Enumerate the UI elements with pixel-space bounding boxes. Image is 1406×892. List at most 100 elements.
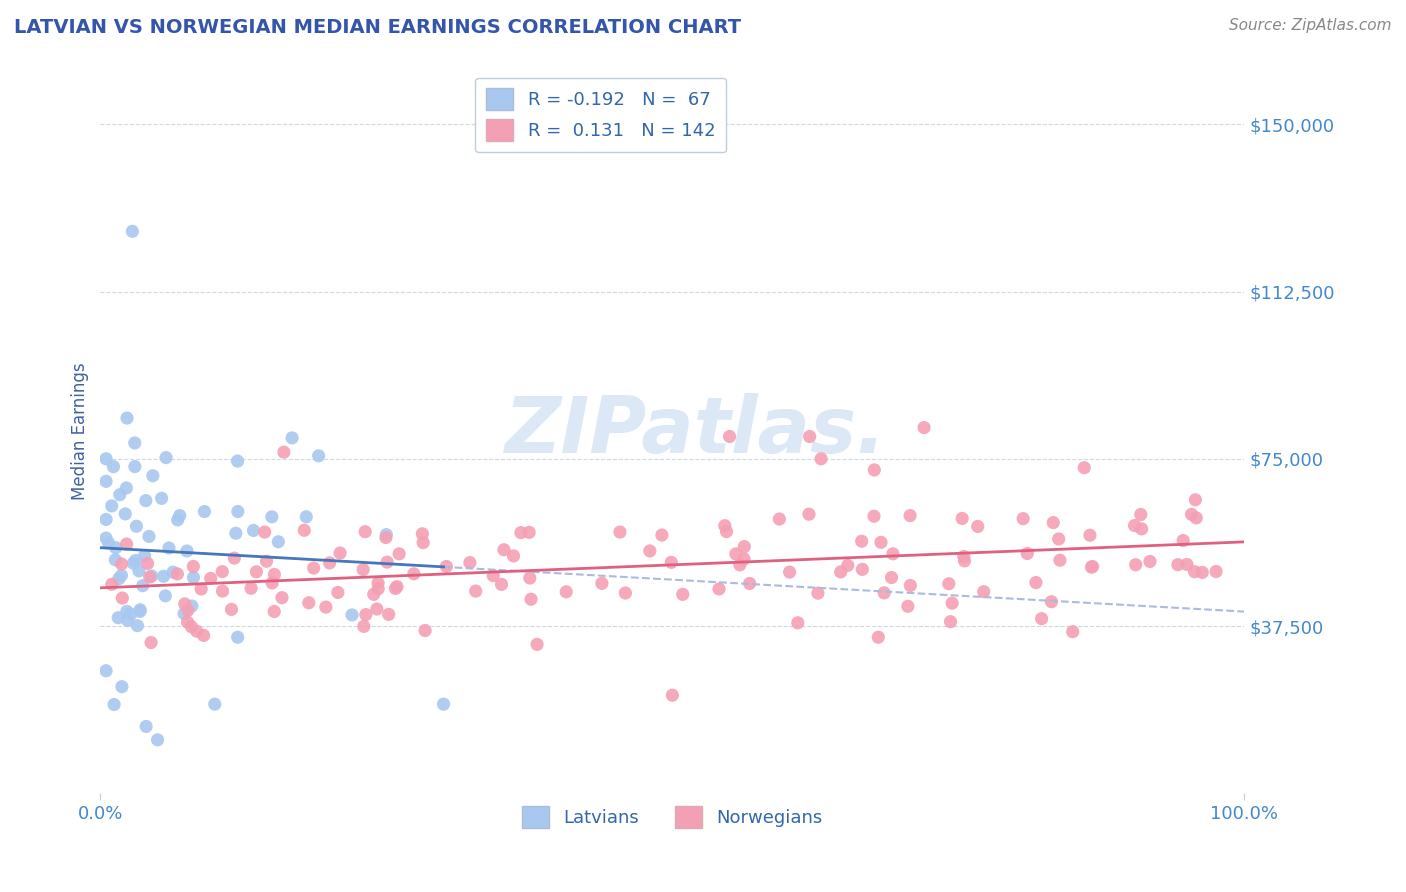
Point bbox=[768, 512, 790, 526]
Point bbox=[510, 525, 533, 540]
Point bbox=[177, 603, 200, 617]
Point bbox=[262, 575, 284, 590]
Point bbox=[326, 585, 349, 599]
Point bbox=[738, 576, 761, 591]
Point bbox=[242, 524, 264, 538]
Point bbox=[263, 567, 285, 582]
Point bbox=[1175, 558, 1198, 572]
Point bbox=[111, 591, 134, 605]
Point bbox=[609, 524, 631, 539]
Point bbox=[659, 555, 682, 569]
Point bbox=[134, 549, 156, 563]
Point bbox=[329, 546, 352, 560]
Point bbox=[152, 569, 174, 583]
Point bbox=[298, 596, 321, 610]
Point bbox=[941, 596, 963, 610]
Point bbox=[127, 618, 149, 632]
Point bbox=[863, 509, 886, 524]
Point bbox=[950, 511, 973, 525]
Point bbox=[1017, 546, 1039, 560]
Point bbox=[180, 599, 202, 613]
Point bbox=[614, 586, 637, 600]
Point bbox=[388, 547, 411, 561]
Point bbox=[94, 475, 117, 489]
Point bbox=[837, 558, 859, 573]
Point bbox=[1123, 518, 1146, 533]
Point bbox=[939, 615, 962, 629]
Point bbox=[1049, 553, 1071, 567]
Point bbox=[138, 529, 160, 543]
Point bbox=[115, 411, 138, 425]
Text: LATVIAN VS NORWEGIAN MEDIAN EARNINGS CORRELATION CHART: LATVIAN VS NORWEGIAN MEDIAN EARNINGS COR… bbox=[14, 18, 741, 37]
Point bbox=[256, 554, 278, 568]
Point bbox=[97, 536, 120, 550]
Point bbox=[555, 584, 578, 599]
Point bbox=[432, 697, 454, 711]
Point bbox=[366, 602, 388, 616]
Point bbox=[115, 481, 138, 495]
Point bbox=[124, 436, 146, 450]
Point bbox=[1081, 559, 1104, 574]
Point bbox=[340, 607, 363, 622]
Point bbox=[413, 624, 436, 638]
Y-axis label: Median Earnings: Median Earnings bbox=[72, 362, 89, 500]
Point bbox=[1129, 508, 1152, 522]
Point bbox=[898, 508, 921, 523]
Point bbox=[374, 531, 396, 545]
Point bbox=[120, 607, 142, 622]
Point bbox=[157, 541, 180, 555]
Point bbox=[292, 523, 315, 537]
Point bbox=[308, 449, 330, 463]
Point bbox=[912, 420, 935, 434]
Point bbox=[115, 537, 138, 551]
Point bbox=[1191, 566, 1213, 580]
Point bbox=[973, 584, 995, 599]
Point bbox=[132, 579, 155, 593]
Point bbox=[315, 600, 337, 615]
Point bbox=[870, 535, 893, 549]
Point bbox=[464, 584, 486, 599]
Point bbox=[94, 664, 117, 678]
Point bbox=[1073, 460, 1095, 475]
Point bbox=[952, 549, 974, 564]
Point bbox=[226, 630, 249, 644]
Point bbox=[186, 624, 208, 639]
Point bbox=[638, 544, 661, 558]
Point bbox=[124, 553, 146, 567]
Point bbox=[714, 518, 737, 533]
Legend: Latvians, Norwegians: Latvians, Norwegians bbox=[515, 798, 830, 835]
Point bbox=[135, 493, 157, 508]
Point bbox=[1042, 516, 1064, 530]
Point bbox=[135, 719, 157, 733]
Point bbox=[273, 445, 295, 459]
Point bbox=[797, 507, 820, 521]
Point bbox=[281, 431, 304, 445]
Point bbox=[103, 459, 125, 474]
Point bbox=[807, 586, 830, 600]
Point bbox=[169, 508, 191, 523]
Point bbox=[295, 509, 318, 524]
Point bbox=[1080, 560, 1102, 574]
Point bbox=[183, 559, 205, 574]
Point bbox=[1173, 533, 1195, 548]
Text: ZIPatlas.: ZIPatlas. bbox=[505, 393, 886, 469]
Point bbox=[411, 526, 433, 541]
Point bbox=[103, 698, 125, 712]
Point bbox=[155, 589, 177, 603]
Point bbox=[226, 505, 249, 519]
Point bbox=[591, 576, 613, 591]
Point bbox=[724, 547, 747, 561]
Point bbox=[211, 565, 233, 579]
Point bbox=[166, 513, 188, 527]
Point bbox=[492, 542, 515, 557]
Point bbox=[226, 454, 249, 468]
Point bbox=[897, 599, 920, 614]
Point bbox=[173, 597, 195, 611]
Point bbox=[367, 576, 389, 591]
Point bbox=[141, 569, 163, 583]
Point bbox=[385, 580, 408, 594]
Point bbox=[384, 582, 406, 596]
Point bbox=[491, 577, 513, 591]
Point bbox=[121, 224, 143, 238]
Point bbox=[482, 568, 505, 582]
